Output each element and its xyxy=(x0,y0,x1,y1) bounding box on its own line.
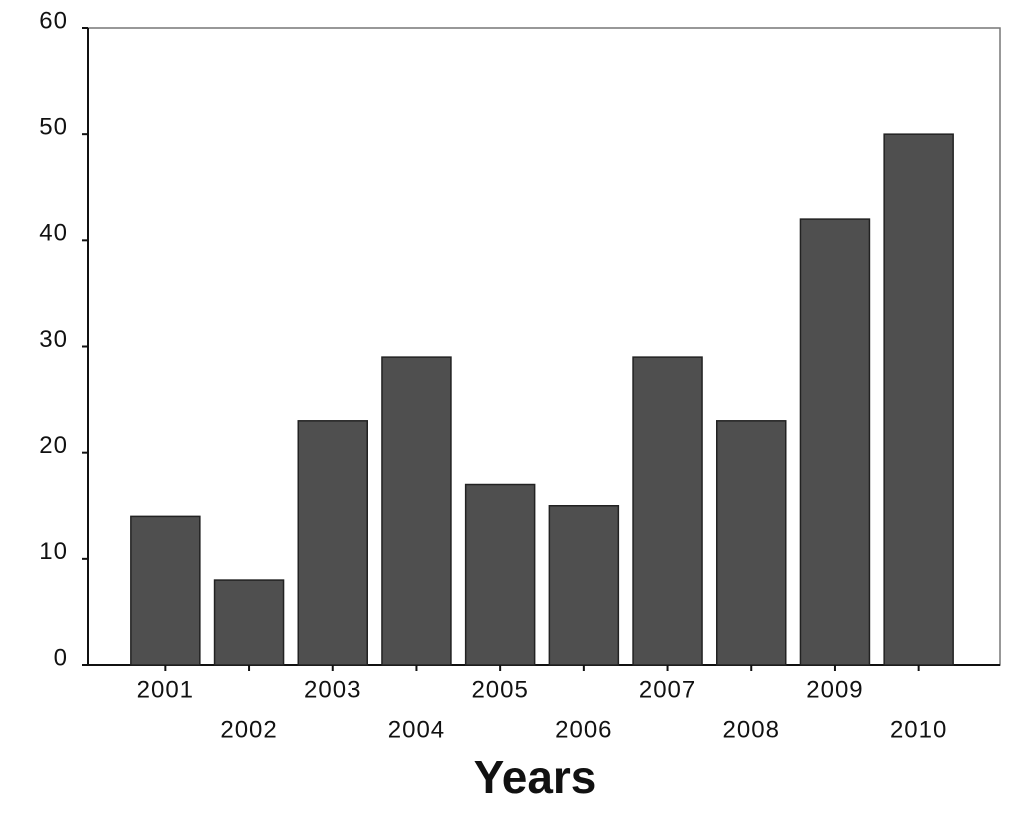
y-tick-label: 10 xyxy=(39,538,68,565)
bar xyxy=(548,505,620,666)
bar xyxy=(130,515,201,666)
x-tick-label: 2010 xyxy=(890,716,947,743)
x-tick-label: 2009 xyxy=(806,676,863,703)
x-tick-label: 2001 xyxy=(137,676,194,703)
y-tick-label: 0 xyxy=(54,644,68,671)
bar xyxy=(883,133,954,666)
x-tick-label: 2004 xyxy=(388,716,445,743)
bar xyxy=(799,218,871,666)
bar xyxy=(716,420,787,666)
y-tick-label: 30 xyxy=(39,326,68,353)
y-tick-label: 50 xyxy=(39,114,68,141)
bar xyxy=(213,579,285,666)
bar xyxy=(464,483,536,666)
x-tick-label: 2008 xyxy=(723,716,780,743)
x-tick-label: 2005 xyxy=(471,676,528,703)
x-tick-label: 2003 xyxy=(304,676,361,703)
bar xyxy=(297,420,368,666)
y-tick-label: 60 xyxy=(39,7,68,34)
x-axis-title: Years xyxy=(474,751,597,803)
y-tick-label: 20 xyxy=(39,432,68,459)
bar xyxy=(632,356,703,666)
x-tick-label: 2007 xyxy=(639,676,696,703)
y-tick-label: 40 xyxy=(39,220,68,247)
bar xyxy=(381,356,452,666)
x-tick-label: 2006 xyxy=(555,716,612,743)
x-tick-label: 2002 xyxy=(220,716,277,743)
